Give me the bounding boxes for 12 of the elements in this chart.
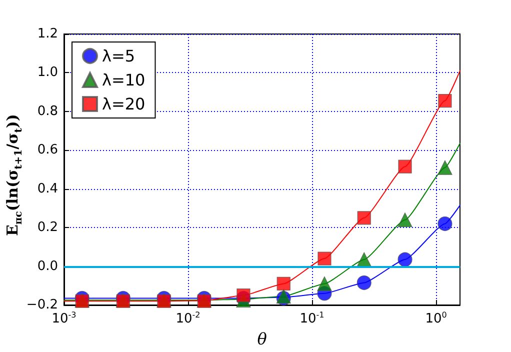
y-tick-label: 0.8 — [37, 104, 58, 119]
y-tick-label: 0.0 — [37, 258, 58, 274]
y-tick-label: 0.6 — [37, 142, 58, 158]
x-axis-title: θ — [257, 330, 268, 348]
y-tick-label: 0.2 — [37, 220, 58, 236]
legend-label: λ=10 — [102, 70, 146, 90]
y-tick-label: 1.2 — [37, 26, 58, 42]
legend-label: λ=5 — [102, 46, 136, 66]
y-tick-label: 0.4 — [37, 181, 58, 196]
y-tick-label: −0.2 — [26, 298, 58, 312]
legend-label: λ=20 — [102, 94, 146, 114]
y-tick-label: 1.0 — [37, 65, 58, 80]
